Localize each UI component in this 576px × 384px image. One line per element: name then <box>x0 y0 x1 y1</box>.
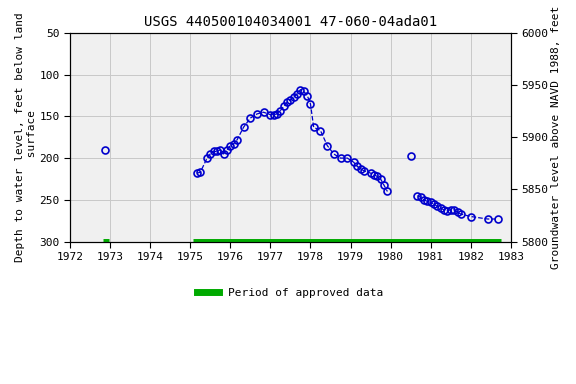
Title: USGS 440500104034001 47-060-04ada01: USGS 440500104034001 47-060-04ada01 <box>144 15 437 29</box>
Y-axis label: Depth to water level, feet below land
 surface: Depth to water level, feet below land su… <box>15 12 37 262</box>
Legend: Period of approved data: Period of approved data <box>193 284 388 303</box>
Y-axis label: Groundwater level above NAVD 1988, feet: Groundwater level above NAVD 1988, feet <box>551 6 561 269</box>
